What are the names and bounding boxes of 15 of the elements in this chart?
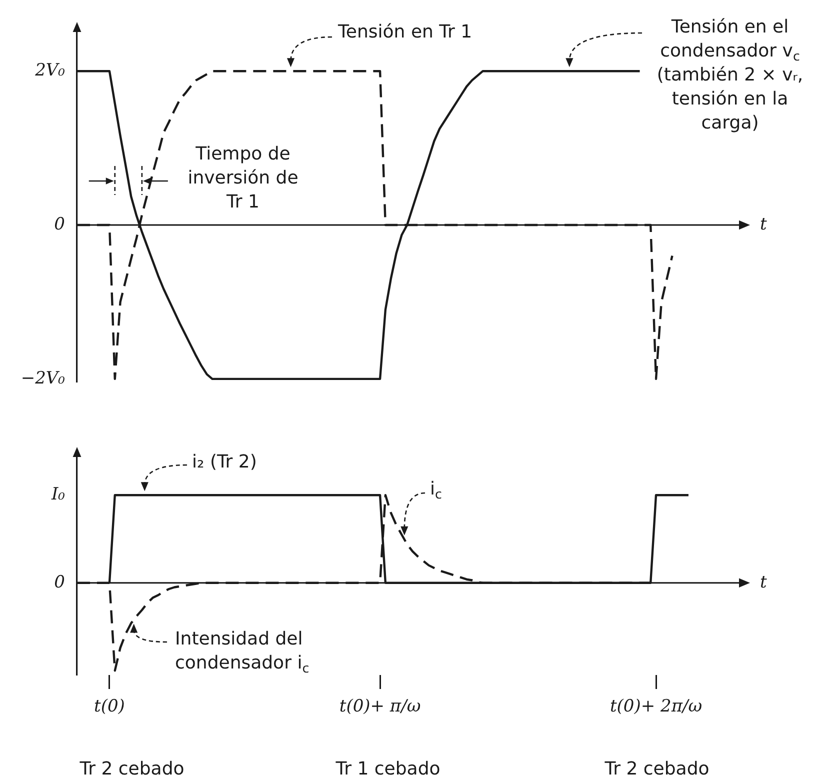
text: Tr 1 cebado [334,758,440,780]
series-label: Tensión en Tr 1 [337,22,472,43]
x-tick-label: t(0) [94,696,125,717]
text: Tr 2 cebado [604,758,710,780]
x-tick-label: t(0)+ π/ω [339,696,421,717]
series-label: i₂ (Tr 2) [192,452,257,473]
y-tick-label: 2V₀ [34,60,66,81]
x-axis-title: t [760,214,767,234]
text: Tr 2 cebado [78,758,184,780]
x-tick-label: t(0)+ 2π/ω [610,696,702,717]
y-tick-label: 0 [54,214,66,234]
y-tick-label: −2V₀ [20,368,66,388]
x-axis-title: t [760,572,767,592]
annotation: Tiempo de inversión de Tr 1 [188,144,298,213]
text: I₀ [50,484,66,504]
